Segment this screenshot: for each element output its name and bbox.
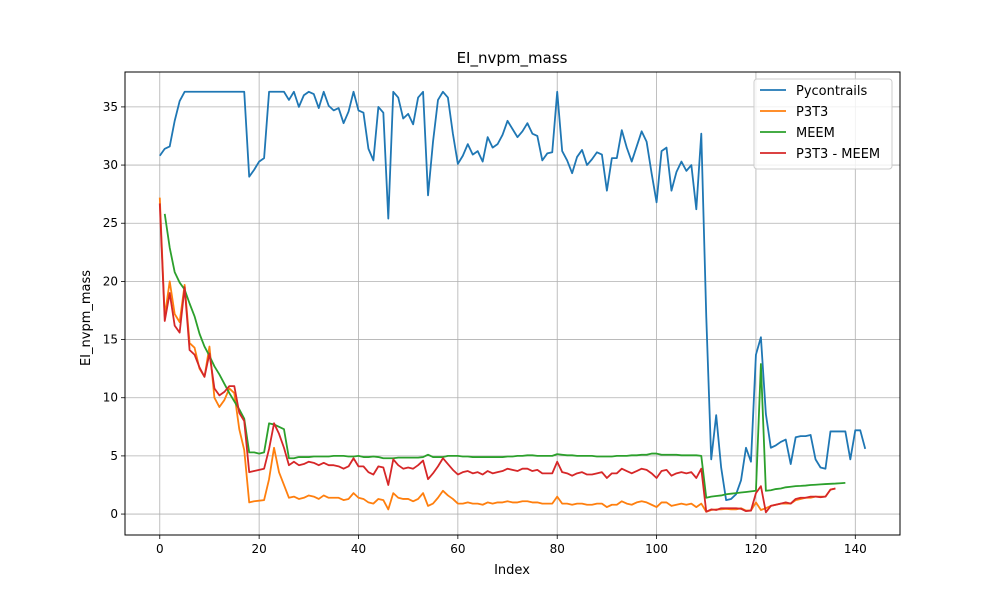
x-tick-label: 80 <box>550 542 565 556</box>
x-tick-label: 40 <box>351 542 366 556</box>
x-tick-label: 20 <box>251 542 266 556</box>
x-tick-label: 100 <box>645 542 668 556</box>
y-tick-label: 35 <box>103 100 118 114</box>
series-line-0 <box>159 90 867 502</box>
legend-entry-1: P3T3 <box>796 105 828 120</box>
legend-entry-0: Pycontrails <box>796 84 868 99</box>
y-tick-label: 10 <box>103 391 118 405</box>
legend-entry-2: MEEM <box>796 126 835 141</box>
series-line-2 <box>163 213 846 499</box>
y-tick-label: 15 <box>103 333 118 347</box>
plot-frame <box>124 71 901 536</box>
x-tick-label: 140 <box>844 542 867 556</box>
x-tick-label: 120 <box>744 542 767 556</box>
y-tick-label: 5 <box>110 449 118 463</box>
legend-box <box>753 78 893 170</box>
series-group <box>158 90 867 514</box>
axis-ticks: 0 20 40 60 80 100 120 140 0 5 10 15 20 25 30 35 <box>103 100 867 556</box>
legend: Pycontrails P3T3 MEEM P3T3 - MEEM <box>753 78 893 170</box>
grid-lines <box>125 72 900 535</box>
series-line-3 <box>158 203 836 514</box>
chart-title: EI_nvpm_mass <box>457 49 568 68</box>
x-tick-label: 60 <box>450 542 465 556</box>
y-tick-label: 30 <box>103 158 118 172</box>
y-tick-label: 25 <box>103 216 118 230</box>
y-axis-label: EI_nvpm_mass <box>79 270 94 366</box>
x-axis-label: Index <box>494 563 530 578</box>
y-tick-label: 0 <box>110 507 118 521</box>
series-line-1 <box>158 197 836 513</box>
y-tick-label: 20 <box>103 274 118 288</box>
x-tick-label: 0 <box>156 542 164 556</box>
legend-entry-3: P3T3 - MEEM <box>796 147 880 162</box>
